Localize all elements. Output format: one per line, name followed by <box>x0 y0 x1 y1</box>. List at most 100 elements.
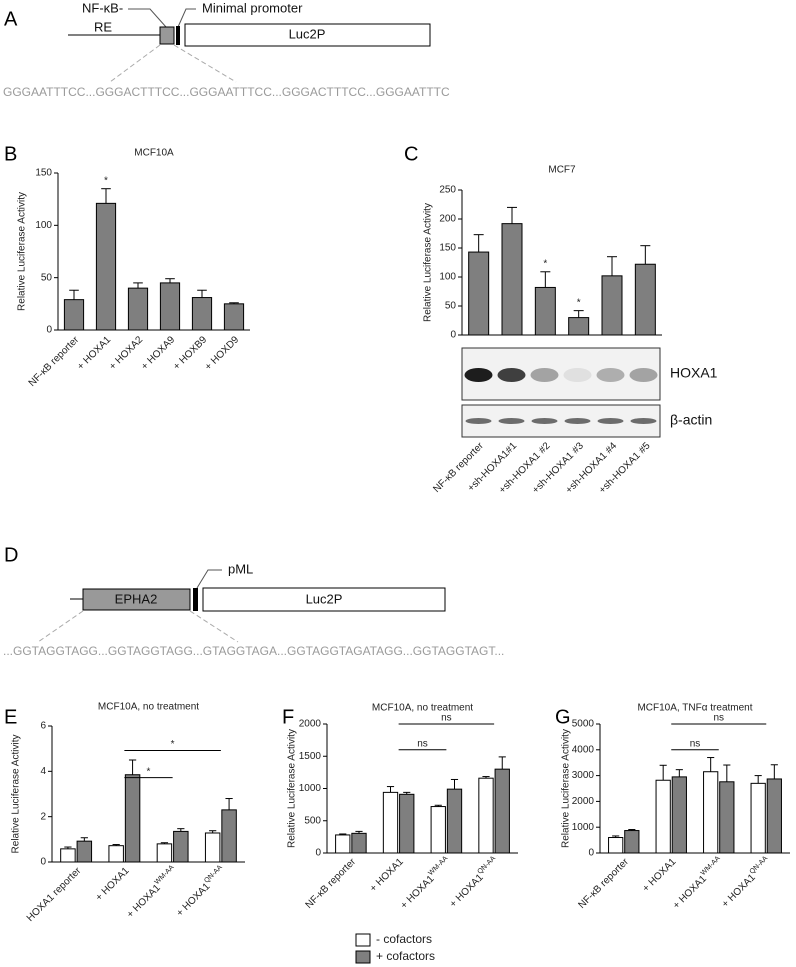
bracket-label: ns <box>713 713 724 724</box>
bar <box>671 776 687 854</box>
sequence: GGGAATTTCC...GGGACTTTCC...GGGAATTTCC...G… <box>3 85 450 99</box>
blot-band <box>465 418 492 424</box>
bar <box>382 791 399 854</box>
zoom-line <box>109 44 161 83</box>
blot-membrane <box>461 404 661 438</box>
significance: * <box>577 297 581 308</box>
category-text: NF-κB reporter <box>26 334 81 389</box>
bar <box>501 223 523 336</box>
y-tick-label: 4 <box>40 766 46 777</box>
bracket-label: * <box>171 739 175 750</box>
category-superscript: WM-AA <box>428 855 450 877</box>
y-tick-label: 250 <box>439 185 456 196</box>
callout <box>177 8 196 28</box>
category-text: + HOXA1 <box>398 873 436 911</box>
bar <box>127 287 149 331</box>
blot-band <box>597 418 624 424</box>
blot-membrane <box>461 347 661 401</box>
x-tick-label: + HOXA2 <box>107 334 145 372</box>
x-tick-label: + HOXA1WM-AA <box>670 855 726 911</box>
x-tick-label: + HOXA9 <box>139 334 177 372</box>
category-superscript: WM-AA <box>700 855 722 877</box>
bar <box>63 299 85 331</box>
bar <box>173 830 189 863</box>
re-label: RE <box>94 19 112 34</box>
x-tick-label: + HOXA1 <box>75 334 113 372</box>
x-tick-label: + HOXD9 <box>203 334 242 373</box>
bar <box>750 782 766 854</box>
x-tick-label: NF-κB reporter <box>576 856 631 911</box>
bar <box>766 778 782 854</box>
x-tick-label: NF-κB reporter <box>26 334 81 389</box>
x-tick-label: + HOXA1 <box>640 856 678 894</box>
zoom-line <box>189 610 239 643</box>
blot-label: HOXA1 <box>670 365 718 381</box>
panel-letter: C <box>404 143 418 165</box>
y-tick-label: 5000 <box>572 719 595 730</box>
re-label: NF-κB- <box>82 0 123 15</box>
category-superscript: QN-AA <box>749 855 770 876</box>
y-tick-label: 150 <box>35 168 52 179</box>
bar <box>351 832 367 854</box>
panel-letter: E <box>4 706 17 728</box>
chart-title: MCF10A <box>134 148 174 159</box>
bar <box>156 843 173 863</box>
category-text: + HOXA2 <box>107 334 145 372</box>
bar <box>108 845 124 863</box>
promoter-label: Minimal promoter <box>202 0 303 15</box>
significance: * <box>543 258 547 269</box>
bar <box>608 837 624 854</box>
blot-band <box>498 418 525 424</box>
legend-label: - cofactors <box>376 932 432 946</box>
category-text: + HOXA1 <box>671 873 709 911</box>
category-text: + HOXA9 <box>139 334 177 372</box>
blot-band <box>563 368 592 382</box>
bar <box>335 834 351 854</box>
category-text: HOXA1 reporter <box>25 865 84 924</box>
bracket-label: ns <box>417 738 428 749</box>
blot-band <box>531 418 558 424</box>
blot-band <box>530 368 559 382</box>
panel-letter: D <box>4 544 18 566</box>
bracket-label: ns <box>690 738 701 749</box>
gene-label: Luc2P <box>306 591 343 606</box>
callout <box>128 8 167 28</box>
y-tick-label: 50 <box>41 272 53 283</box>
category-text: NF-κB reporter <box>303 856 358 911</box>
bar <box>719 781 735 854</box>
category-text: + HOXA1 <box>720 872 758 910</box>
bar <box>468 251 490 336</box>
y-tick-label: 3000 <box>572 770 595 781</box>
category-text: NF-κB reporter <box>576 856 631 911</box>
category-text: + HOXA1 <box>174 881 212 919</box>
gene-box <box>202 587 446 612</box>
legend-label: + cofactors <box>376 949 435 963</box>
blot-band <box>596 368 625 382</box>
y-tick-label: 4000 <box>572 744 595 755</box>
bar <box>703 771 719 854</box>
x-tick-label: NF-κB reporter <box>303 856 358 911</box>
bar <box>95 202 117 331</box>
sequence: ...GGTAGGTAGG...GGTAGGTAGG...GTAGGTAGA..… <box>3 644 504 658</box>
promoter-box <box>82 588 191 611</box>
category-text: + HOXA1 <box>125 882 163 920</box>
category-superscript: WM-AA <box>154 864 176 886</box>
bracket-label: * <box>147 766 151 777</box>
bar <box>601 275 623 336</box>
chart-title: MCF10A, TNFα treatment <box>637 703 752 714</box>
blot-band <box>630 418 657 424</box>
bar <box>634 263 656 336</box>
y-tick-label: 0 <box>588 848 594 859</box>
bar <box>494 768 510 854</box>
callout <box>196 569 222 589</box>
y-tick-label: 200 <box>439 214 456 225</box>
bar <box>430 806 446 854</box>
category-text: + HOXA1 <box>75 334 113 372</box>
promoter-box <box>176 26 180 45</box>
x-tick-label: HOXA1 reporter <box>25 865 84 924</box>
bar <box>221 809 237 863</box>
blot-label: β-actin <box>670 412 712 428</box>
bar <box>534 286 556 336</box>
bar <box>399 793 415 854</box>
